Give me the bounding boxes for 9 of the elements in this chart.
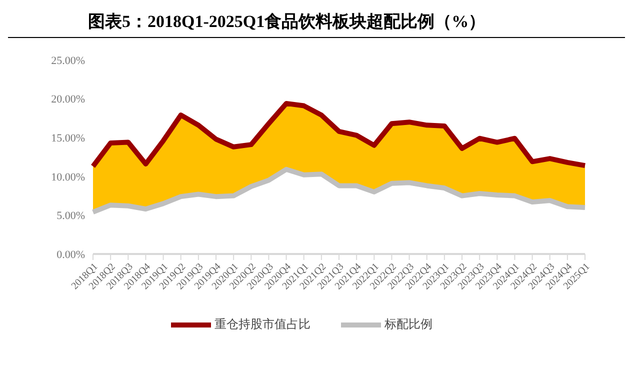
y-tick-label: 10.00% bbox=[51, 171, 85, 184]
legend-label: 标配比例 bbox=[384, 316, 432, 333]
y-tick-label: 20.00% bbox=[51, 94, 85, 106]
y-tick-label: 0.00% bbox=[56, 248, 85, 261]
y-tick-label: 5.00% bbox=[56, 210, 85, 222]
legend-label: 重仓持股市值占比 bbox=[214, 316, 310, 333]
y-tick-label: 15.00% bbox=[51, 132, 85, 145]
y-tick-label: 25.00% bbox=[51, 54, 85, 67]
chart-title: 图表5：2018Q1-2025Q1食品饮料板块超配比例（%） bbox=[8, 8, 625, 38]
